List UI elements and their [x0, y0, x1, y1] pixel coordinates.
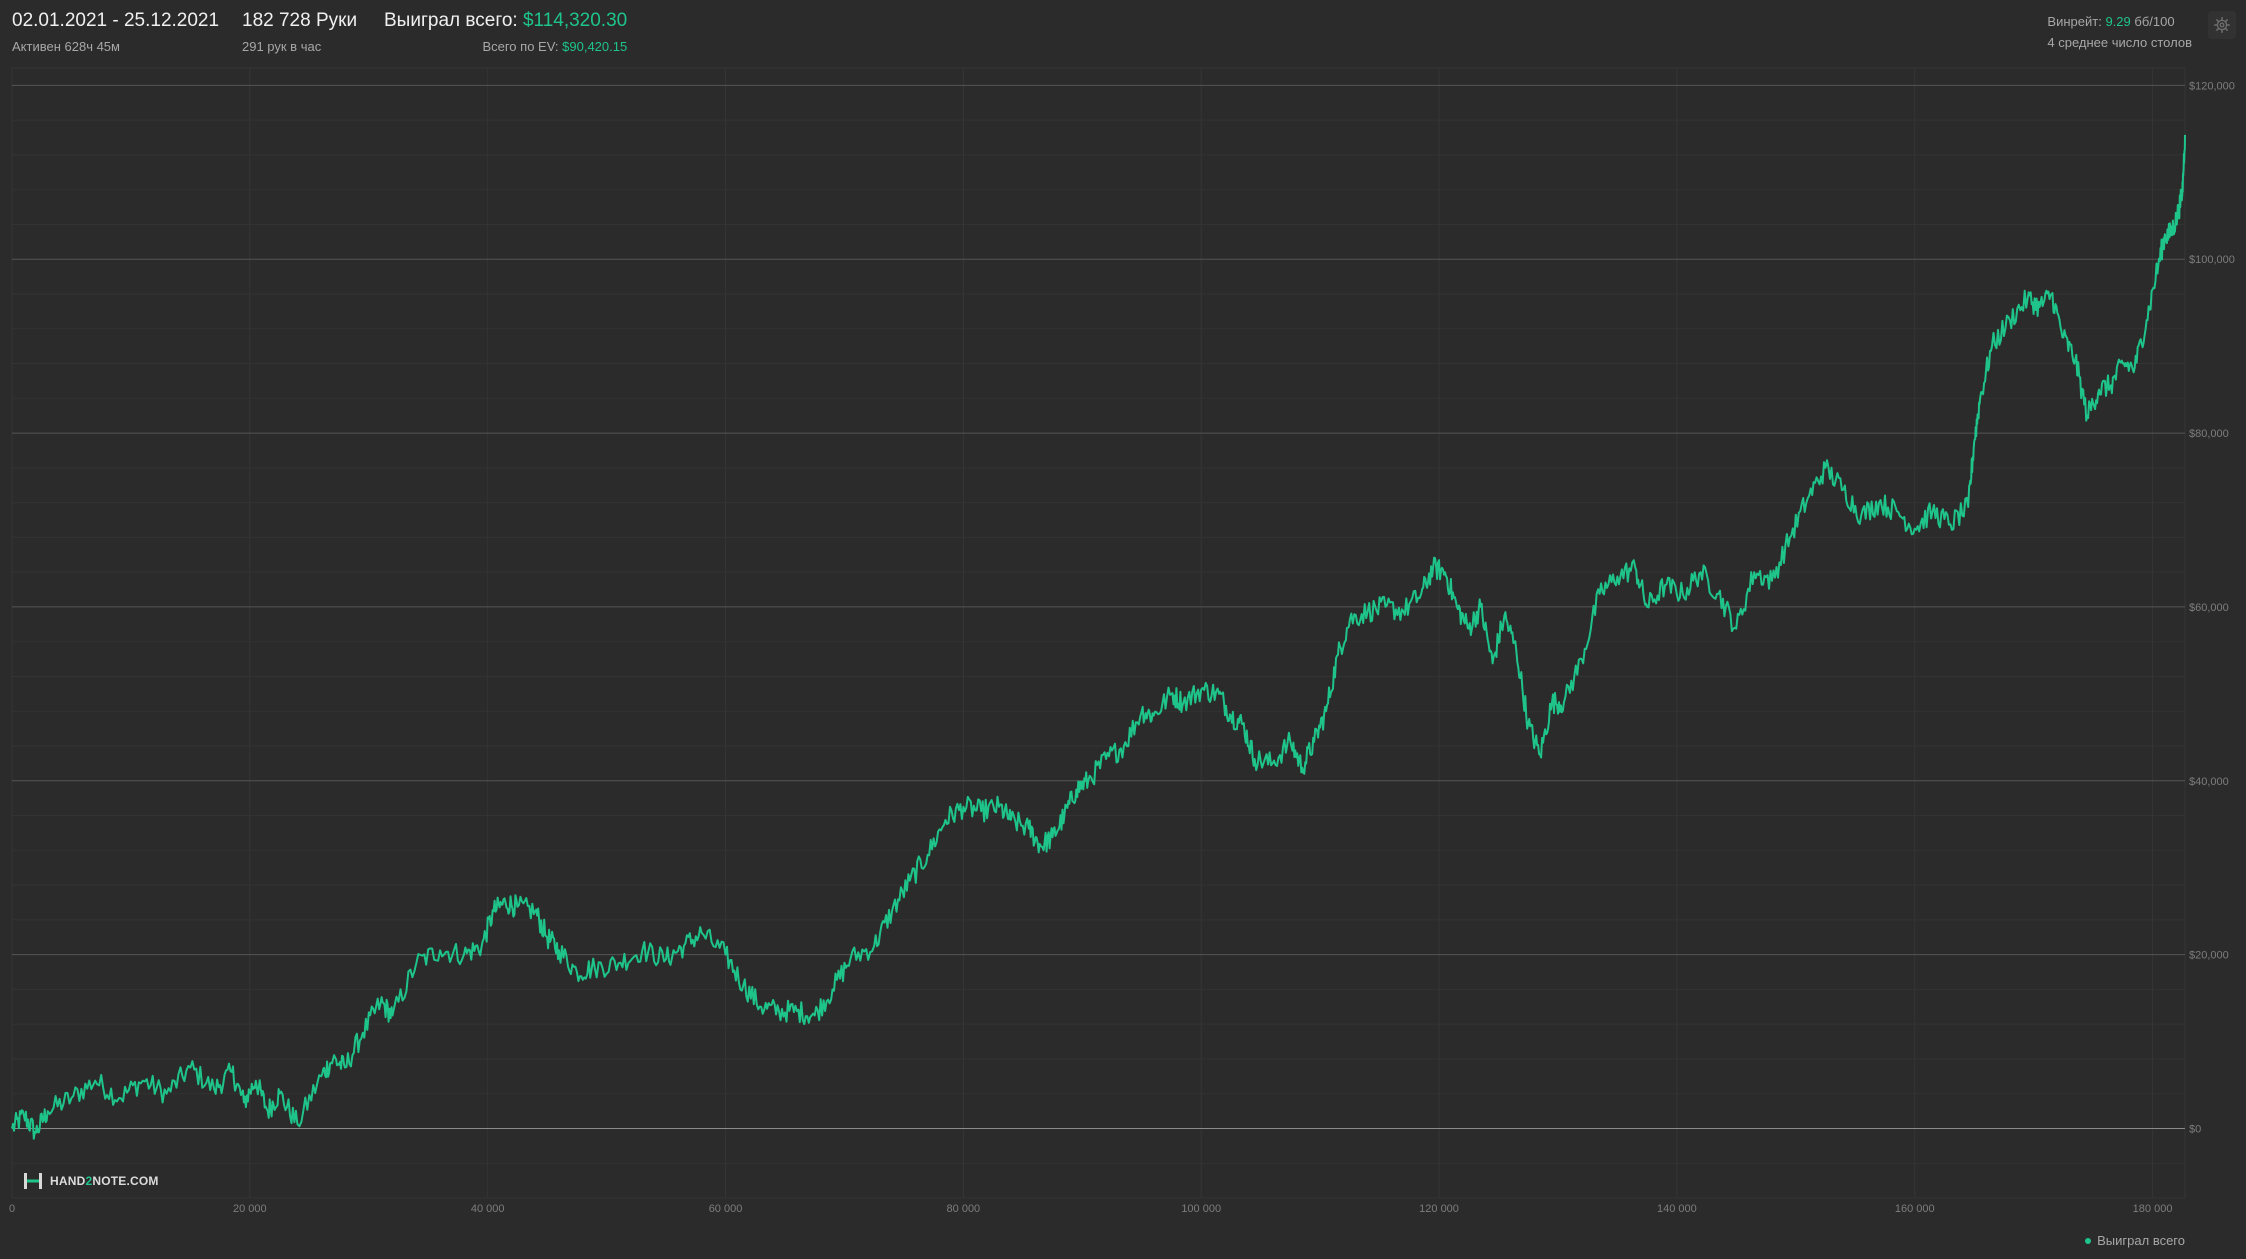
x-tick-label: 120 000	[1419, 1203, 1459, 1215]
ev-total: Всего по EV: $90,420.15	[384, 39, 627, 54]
settings-button[interactable]	[2208, 11, 2236, 39]
y-tick-label: $40,000	[2189, 776, 2229, 788]
winrate-label: Винрейт:	[2047, 14, 2102, 29]
won-total-stat: Выиграл всего: $114,320.30 Всего по EV: …	[384, 10, 627, 54]
legend-dot-icon	[2085, 1237, 2092, 1244]
series-line-won-total	[11, 134, 2186, 1140]
x-tick-label: 140 000	[1657, 1203, 1697, 1215]
y-tick-label: $80,000	[2189, 428, 2229, 440]
y-tick-label: $0	[2189, 1123, 2201, 1135]
winrate: Винрейт: 9.29 бб/100	[2047, 14, 2192, 29]
hands-count: 182 728 Руки	[242, 10, 358, 31]
date-range-stat: 02.01.2021 - 25.12.2021 Активен 628ч 45м	[12, 10, 219, 54]
ev-total-label: Всего по EV:	[482, 39, 559, 54]
x-tick-label: 80 000	[947, 1203, 981, 1215]
active-time: Активен 628ч 45м	[12, 39, 120, 54]
x-tick-label: 180 000	[2133, 1203, 2173, 1215]
x-axis-ticks: 0 20 000 40 000 60 000 80 000 100 000 120 000 1…	[9, 1203, 2173, 1215]
x-tick-label: 40 000	[471, 1203, 505, 1215]
hands-stat: 182 728 Руки 291 рук в час	[242, 10, 357, 54]
y-tick-label: $100,000	[2189, 254, 2235, 266]
y-tick-label: $20,000	[2189, 950, 2229, 962]
winrate-unit: бб/100	[2134, 14, 2175, 29]
won-total: Выиграл всего: $114,320.30	[384, 10, 627, 32]
brand-text-suffix: NOTE.COM	[92, 1174, 159, 1188]
x-tick-label: 100 000	[1181, 1203, 1221, 1215]
y-tick-label: $60,000	[2189, 602, 2229, 614]
y-axis-ticks: $0 $20,000 $40,000 $60,000 $80,000 $100,000 $1…	[2189, 80, 2235, 1135]
legend-label: Выиграл всего	[2097, 1233, 2185, 1248]
winrate-value: 9.29	[2105, 14, 2131, 29]
x-tick-label: 20 000	[233, 1203, 267, 1215]
brand-text: HAND2NOTE.COM	[50, 1174, 159, 1188]
x-tick-label: 160 000	[1895, 1203, 1935, 1215]
chart-series	[11, 134, 2186, 1140]
won-total-value: $114,320.30	[522, 10, 628, 31]
hand2note-logo-icon	[24, 1173, 42, 1189]
winrate-stat: Винрейт: 9.29 бб/100 4 среднее число сто…	[2047, 14, 2192, 50]
date-range: 02.01.2021 - 25.12.2021	[12, 10, 220, 31]
ev-total-value: $90,420.15	[562, 39, 628, 54]
y-tick-label: $120,000	[2189, 80, 2235, 92]
chart-grid	[11, 67, 2186, 1199]
chart-legend-item[interactable]: Выиграл всего	[2085, 1233, 2185, 1248]
brand-text-mid: 2	[85, 1174, 93, 1188]
brand-logo: HAND2NOTE.COM	[22, 1170, 159, 1192]
avg-tables: 4 среднее число столов	[2047, 35, 2192, 50]
x-tick-label: 0	[9, 1203, 15, 1215]
won-total-label: Выиграл всего:	[384, 10, 518, 31]
gear-icon	[2214, 17, 2230, 33]
x-tick-label: 60 000	[709, 1203, 743, 1215]
hands-per-hour: 291 рук в час	[242, 39, 322, 54]
plot-frame	[11, 67, 2186, 1199]
brand-text-prefix: HAND	[50, 1174, 86, 1188]
